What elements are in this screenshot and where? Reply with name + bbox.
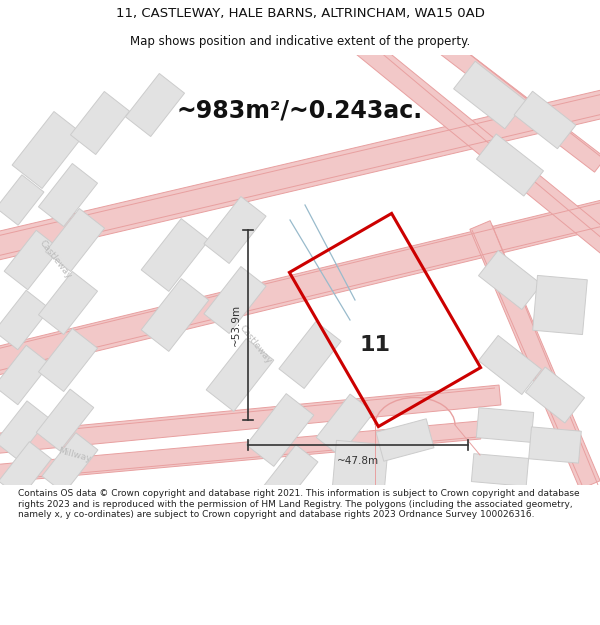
Polygon shape <box>343 26 600 264</box>
Polygon shape <box>204 196 266 264</box>
Polygon shape <box>246 394 314 466</box>
Polygon shape <box>204 266 266 334</box>
Polygon shape <box>526 367 584 423</box>
Text: Millway: Millway <box>58 446 92 464</box>
Polygon shape <box>514 91 576 149</box>
Polygon shape <box>141 279 209 351</box>
Polygon shape <box>472 454 529 486</box>
Polygon shape <box>12 111 84 189</box>
Polygon shape <box>332 441 388 499</box>
Polygon shape <box>0 290 50 350</box>
Polygon shape <box>0 385 501 455</box>
Polygon shape <box>38 329 98 391</box>
Text: 11, CASTLEWAY, HALE BARNS, ALTRINCHAM, WA15 0AD: 11, CASTLEWAY, HALE BARNS, ALTRINCHAM, W… <box>116 8 484 20</box>
Polygon shape <box>478 336 542 394</box>
Text: ~53.9m: ~53.9m <box>231 304 241 346</box>
Polygon shape <box>4 230 60 290</box>
Polygon shape <box>36 389 94 451</box>
Polygon shape <box>478 251 542 309</box>
Polygon shape <box>425 28 600 172</box>
Text: ~47.8m: ~47.8m <box>337 456 379 466</box>
Polygon shape <box>141 219 209 291</box>
Polygon shape <box>262 445 318 505</box>
Polygon shape <box>46 209 104 271</box>
Polygon shape <box>125 74 185 136</box>
Polygon shape <box>0 86 600 264</box>
Polygon shape <box>42 432 98 493</box>
Polygon shape <box>470 221 600 489</box>
Polygon shape <box>533 276 587 334</box>
Polygon shape <box>0 401 49 459</box>
Polygon shape <box>279 321 341 389</box>
Polygon shape <box>529 427 581 463</box>
Text: 11: 11 <box>359 335 391 355</box>
Polygon shape <box>0 196 600 379</box>
Polygon shape <box>376 419 434 461</box>
Text: Castleway: Castleway <box>37 239 73 281</box>
Polygon shape <box>0 345 50 405</box>
Polygon shape <box>476 408 534 442</box>
Polygon shape <box>476 134 544 196</box>
Polygon shape <box>38 271 98 334</box>
Text: ~983m²/~0.243ac.: ~983m²/~0.243ac. <box>177 98 423 122</box>
Polygon shape <box>454 61 526 129</box>
Polygon shape <box>70 91 130 154</box>
Text: Contains OS data © Crown copyright and database right 2021. This information is : Contains OS data © Crown copyright and d… <box>18 489 580 519</box>
Polygon shape <box>316 394 374 456</box>
Polygon shape <box>0 175 44 225</box>
Polygon shape <box>0 421 481 484</box>
Polygon shape <box>206 339 274 411</box>
Text: Castleway: Castleway <box>237 324 273 366</box>
Polygon shape <box>0 442 52 498</box>
Text: Map shows position and indicative extent of the property.: Map shows position and indicative extent… <box>130 35 470 48</box>
Polygon shape <box>38 164 98 226</box>
